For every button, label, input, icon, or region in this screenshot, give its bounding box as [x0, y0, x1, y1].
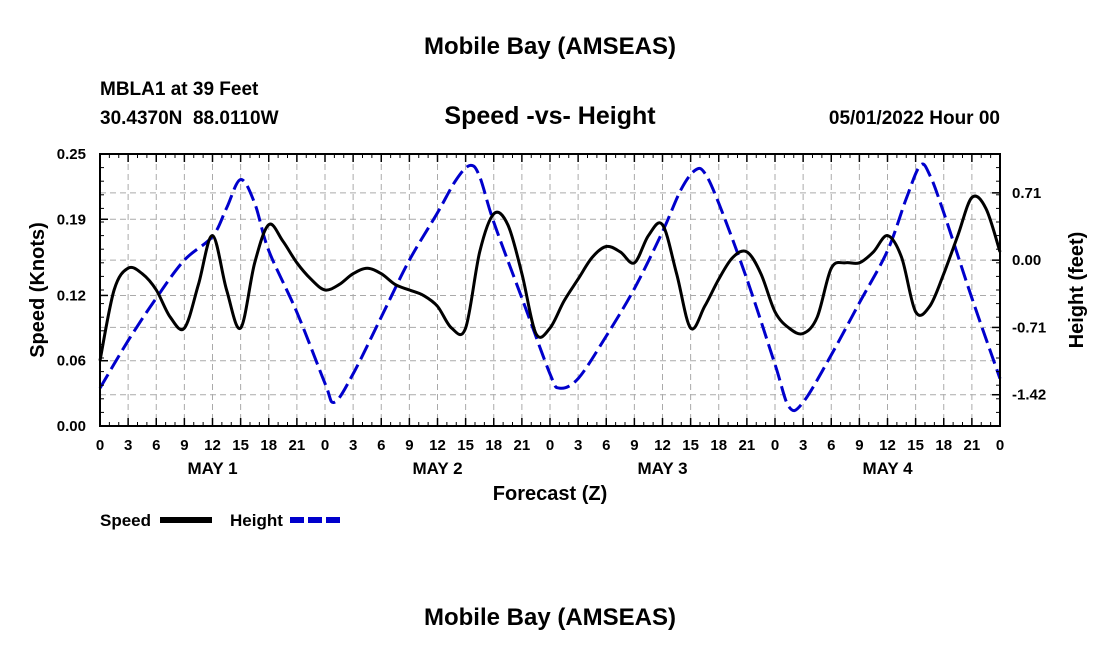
chart-title: Mobile Bay (AMSEAS) [424, 33, 676, 60]
x-tick-label: 18 [260, 437, 277, 454]
y-right-tick-label: -1.42 [1012, 387, 1046, 404]
run-time-label: 05/01/2022 Hour 00 [829, 108, 1000, 129]
x-tick-label: 18 [710, 437, 727, 454]
chart-subtitle: Speed -vs- Height [444, 102, 656, 130]
day-label: MAY 1 [187, 459, 237, 478]
y-left-tick-label: 0.25 [57, 146, 86, 163]
series-layer [98, 162, 1002, 413]
x-tick-label: 21 [964, 437, 981, 454]
x-tick-label: 0 [546, 437, 554, 454]
footer-title: Mobile Bay (AMSEAS) [424, 604, 676, 631]
x-tick-label: 18 [485, 437, 502, 454]
x-tick-label: 0 [321, 437, 329, 454]
x-tick-label: 9 [180, 437, 188, 454]
x-tick-label: 6 [827, 437, 835, 454]
y-left-tick-label: 0.00 [57, 418, 86, 435]
x-tick-label: 18 [935, 437, 952, 454]
x-tick-label: 15 [232, 437, 249, 454]
y-right-tick-label: 0.00 [1012, 252, 1041, 269]
x-tick-label: 12 [204, 437, 221, 454]
series-speed-line [98, 194, 1002, 361]
x-tick-label: 6 [377, 437, 385, 454]
x-tick-label: 12 [654, 437, 671, 454]
legend-speed-label: Speed [100, 511, 151, 530]
x-tick-label: 12 [879, 437, 896, 454]
series-height-line [98, 162, 1002, 413]
x-tick-label: 6 [152, 437, 160, 454]
x-tick-label: 15 [682, 437, 699, 454]
legend: Speed Height [100, 511, 342, 530]
x-tick-label: 0 [96, 437, 104, 454]
x-tick-label: 3 [124, 437, 132, 454]
x-tick-label: 9 [405, 437, 413, 454]
x-tick-label: 15 [457, 437, 474, 454]
y-axis-right-label: Height (feet) [1066, 232, 1088, 349]
x-tick-label: 0 [996, 437, 1004, 454]
legend-height-label: Height [230, 511, 283, 530]
x-tick-label: 21 [289, 437, 306, 454]
x-tick-label: 9 [630, 437, 638, 454]
grid [100, 154, 1000, 426]
y-left-tick-label: 0.06 [57, 353, 86, 370]
station-label: MBLA1 at 39 Feet [100, 79, 259, 100]
x-tick-label: 21 [514, 437, 531, 454]
x-axis-label: Forecast (Z) [493, 483, 607, 505]
x-tick-label: 21 [739, 437, 756, 454]
day-label: MAY 4 [862, 459, 913, 478]
y-right-tick-label: 0.71 [1012, 185, 1041, 202]
x-tick-label: 12 [429, 437, 446, 454]
y-right-tick-label: -0.71 [1012, 319, 1046, 336]
axes: 0 3 6 9 12 15 18 21 0 3 6 9 12 15 18 21 0 3 6 9 12 15 18 21 0 3 6 9… [57, 146, 1046, 478]
day-label: MAY 3 [637, 459, 687, 478]
x-tick-label: 3 [349, 437, 357, 454]
x-tick-label: 3 [574, 437, 582, 454]
x-tick-label: 9 [855, 437, 863, 454]
x-tick-label: 3 [799, 437, 807, 454]
y-left-tick-label: 0.12 [57, 287, 86, 304]
y-left-tick-label: 0.19 [57, 211, 86, 228]
day-label: MAY 2 [412, 459, 462, 478]
location-label: 30.4370N 88.0110W [100, 108, 279, 129]
y-axis-left-label: Speed (Knots) [27, 222, 49, 358]
x-tick-label: 6 [602, 437, 610, 454]
x-tick-label: 0 [771, 437, 779, 454]
x-tick-label: 15 [907, 437, 924, 454]
